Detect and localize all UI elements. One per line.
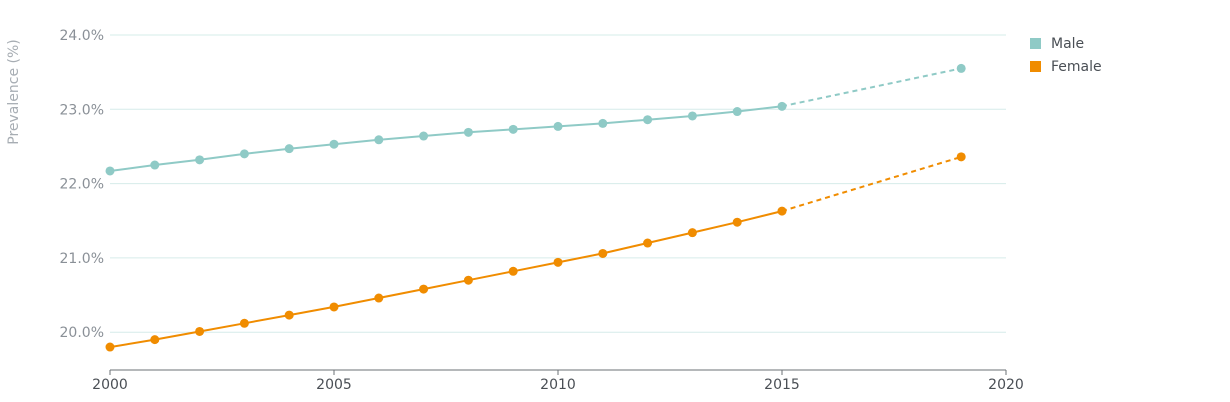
point-female-2005 bbox=[329, 302, 339, 312]
x-tick-label-1: 2005 bbox=[316, 377, 352, 393]
x-axis: 2000 2005 2010 2015 2020 bbox=[92, 369, 1024, 393]
point-female-2001 bbox=[150, 335, 160, 345]
point-female-2000 bbox=[105, 342, 115, 352]
point-male-2009 bbox=[508, 124, 518, 134]
point-male-2013 bbox=[687, 111, 697, 121]
y-axis: 20.0% 21.0% 22.0% 23.0% 24.0% bbox=[60, 28, 104, 341]
x-tick-label-2: 2010 bbox=[540, 377, 576, 393]
point-female-2009 bbox=[508, 266, 518, 276]
x-tick-label-0: 2000 bbox=[92, 377, 128, 393]
point-male-2003 bbox=[239, 149, 249, 159]
gridlines bbox=[110, 34, 1006, 333]
legend-item-female[interactable]: Female bbox=[1030, 55, 1102, 78]
point-male-2005 bbox=[329, 139, 339, 149]
legend: Male Female bbox=[1030, 32, 1102, 78]
y-tick-label-4: 24.0% bbox=[60, 28, 104, 44]
y-tick-label-2: 22.0% bbox=[60, 177, 104, 193]
y-tick-label-0: 20.0% bbox=[60, 325, 104, 341]
legend-swatch-male bbox=[1030, 38, 1041, 49]
point-male-2008 bbox=[463, 127, 473, 137]
y-tick-label-1: 21.0% bbox=[60, 251, 104, 267]
series-male bbox=[105, 63, 966, 176]
projection-line-female bbox=[781, 155, 962, 213]
y-axis-title: Prevalence (%) bbox=[6, 39, 22, 145]
point-male-2010 bbox=[553, 121, 563, 131]
series-line-female bbox=[109, 210, 783, 349]
series-layer bbox=[105, 63, 966, 352]
point-male-2019 bbox=[956, 63, 966, 73]
point-female-2010 bbox=[553, 257, 563, 267]
series-female bbox=[105, 152, 966, 352]
point-female-2011 bbox=[598, 248, 608, 258]
point-female-2013 bbox=[687, 228, 697, 238]
point-male-2007 bbox=[419, 131, 429, 141]
legend-label-female: Female bbox=[1051, 58, 1102, 75]
point-female-2006 bbox=[374, 293, 384, 303]
point-male-2012 bbox=[643, 115, 653, 125]
point-male-2014 bbox=[732, 107, 742, 117]
point-female-2014 bbox=[732, 217, 742, 227]
point-male-2002 bbox=[195, 155, 205, 165]
point-male-2001 bbox=[150, 160, 160, 170]
point-female-2004 bbox=[284, 310, 294, 320]
legend-item-male[interactable]: Male bbox=[1030, 32, 1102, 55]
projection-line-male bbox=[781, 67, 962, 108]
legend-swatch-female bbox=[1030, 61, 1041, 72]
point-female-2002 bbox=[195, 326, 205, 336]
point-male-2011 bbox=[598, 118, 608, 128]
point-male-2000 bbox=[105, 166, 115, 176]
x-tick-label-4: 2020 bbox=[988, 377, 1024, 393]
series-line-male bbox=[109, 105, 783, 172]
point-female-2007 bbox=[419, 284, 429, 294]
x-tick-label-3: 2015 bbox=[764, 377, 800, 393]
point-female-2003 bbox=[239, 318, 249, 328]
point-male-2015 bbox=[777, 101, 787, 111]
legend-label-male: Male bbox=[1051, 35, 1085, 52]
point-female-2008 bbox=[463, 275, 473, 285]
point-female-2015 bbox=[777, 206, 787, 216]
point-female-2019 bbox=[956, 152, 966, 162]
point-male-2004 bbox=[284, 144, 294, 154]
point-male-2006 bbox=[374, 135, 384, 145]
y-tick-label-3: 23.0% bbox=[60, 102, 104, 118]
point-female-2012 bbox=[643, 238, 653, 248]
